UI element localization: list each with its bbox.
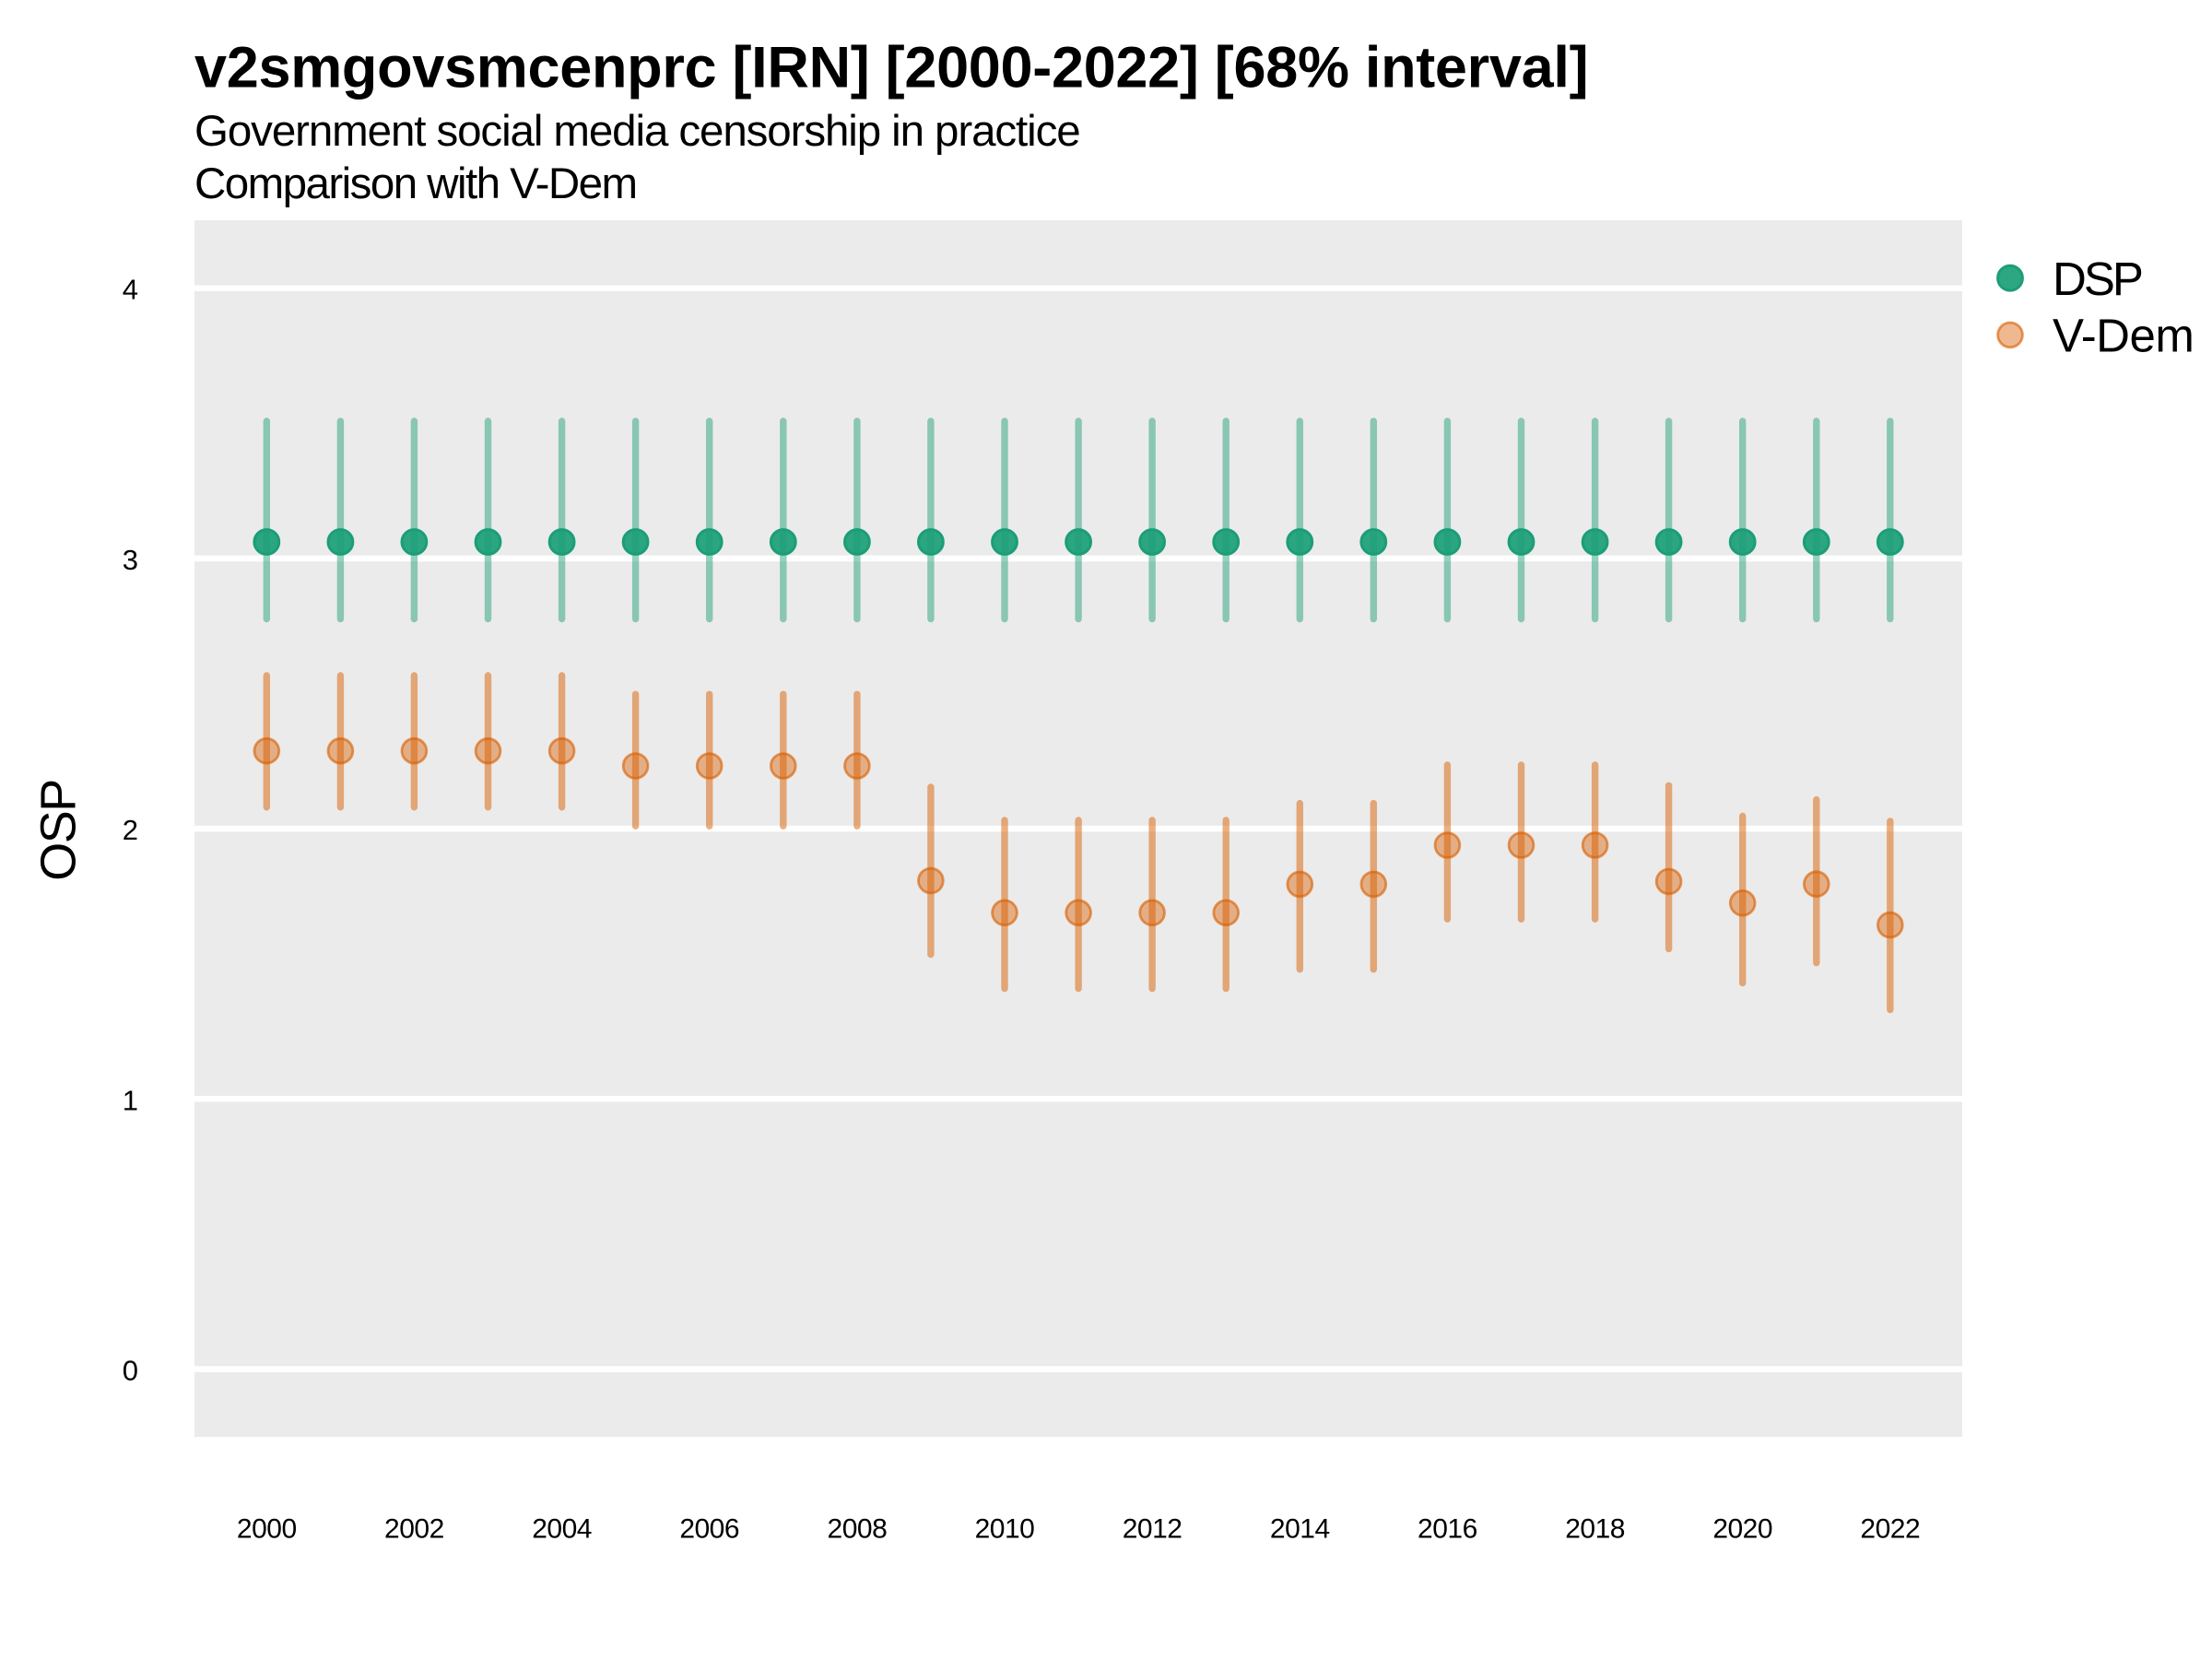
svg-text:2022: 2022 xyxy=(1860,1513,1920,1544)
svg-text:2014: 2014 xyxy=(1270,1513,1330,1544)
svg-text:4: 4 xyxy=(123,274,138,306)
svg-text:2002: 2002 xyxy=(384,1513,444,1544)
svg-text:2000: 2000 xyxy=(237,1513,297,1544)
svg-text:1: 1 xyxy=(123,1084,138,1116)
svg-text:0: 0 xyxy=(123,1355,138,1387)
svg-text:3: 3 xyxy=(123,544,138,576)
svg-text:v2smgovsmcenprc [IRN] [2000-20: v2smgovsmcenprc [IRN] [2000-2022] [68% i… xyxy=(194,36,1588,100)
svg-text:2020: 2020 xyxy=(1712,1513,1772,1544)
svg-text:2006: 2006 xyxy=(679,1513,739,1544)
svg-text:Government social media censor: Government social media censorship in pr… xyxy=(194,107,1080,156)
svg-text:Comparison with V-Dem: Comparison with V-Dem xyxy=(194,159,637,208)
svg-text:2010: 2010 xyxy=(975,1513,1035,1544)
svg-text:2004: 2004 xyxy=(532,1513,592,1544)
svg-text:2008: 2008 xyxy=(828,1513,888,1544)
svg-text:2012: 2012 xyxy=(1123,1513,1182,1544)
svg-text:2016: 2016 xyxy=(1418,1513,1477,1544)
svg-text:DSP: DSP xyxy=(2053,253,2142,305)
svg-text:2018: 2018 xyxy=(1565,1513,1625,1544)
svg-text:OSP: OSP xyxy=(31,780,87,881)
svg-text:V-Dem: V-Dem xyxy=(2053,310,2194,362)
svg-text:2: 2 xyxy=(123,814,138,846)
